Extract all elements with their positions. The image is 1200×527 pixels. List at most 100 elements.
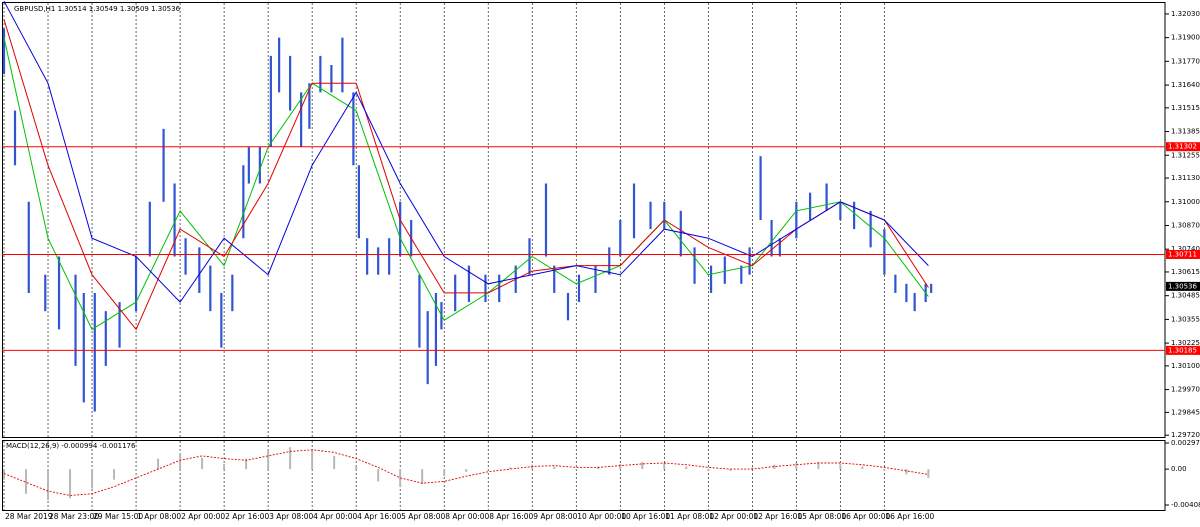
macd-bar — [443, 469, 446, 477]
level-label-box — [1166, 142, 1200, 152]
x-tick-label: 12 Apr 00:00 — [709, 512, 758, 521]
x-tick-label: 16 Apr 00:00 — [841, 512, 890, 521]
macd-bar — [267, 449, 270, 470]
y-tick-label: 1.31640 — [1171, 81, 1200, 89]
macd-bar — [47, 469, 50, 500]
macd-bar — [421, 469, 424, 485]
macd-bar — [289, 447, 292, 470]
macd-bar — [883, 469, 886, 471]
y-tick-label: 0.00 — [1171, 465, 1187, 473]
y-tick-label: 0.002972 — [1171, 439, 1200, 447]
last-price-box — [1166, 281, 1200, 291]
y-tick-label: 1.30870 — [1171, 221, 1200, 229]
x-tick-label: 15 Apr 08:00 — [797, 512, 846, 521]
x-tick-label: 4 Apr 16:00 — [357, 512, 401, 521]
x-tick-label: 28 Mar 2019 — [5, 512, 53, 521]
y-tick-label: 1.31000 — [1171, 198, 1200, 206]
level-label: 1.30185 — [1168, 346, 1197, 354]
macd-bar — [223, 463, 226, 470]
y-tick-label: 1.29720 — [1171, 431, 1200, 439]
macd-bar — [641, 462, 644, 470]
x-tick-label: 12 Apr 16:00 — [753, 512, 802, 521]
level-label: 1.31302 — [1168, 143, 1197, 151]
macd-bar — [135, 469, 138, 471]
x-tick-label: 8 Apr 16:00 — [489, 512, 533, 521]
chart-title: GBPUSD,H1 1.30514 1.30549 1.30509 1.3053… — [14, 5, 181, 13]
y-tick-label: 1.32030 — [1171, 10, 1200, 18]
x-tick-label: 4 Apr 00:00 — [313, 512, 357, 521]
x-tick-label: 2 Apr 16:00 — [225, 512, 269, 521]
y-tick-label: 1.30485 — [1171, 292, 1200, 300]
macd-bar — [245, 458, 248, 470]
macd-bar — [839, 463, 842, 470]
macd-title: MACD(12,26,9) -0.000994 -0.001176 — [6, 442, 136, 450]
macd-bar — [685, 466, 688, 470]
x-tick-label: 10 Apr 00:00 — [577, 512, 626, 521]
level-label-box — [1166, 249, 1200, 259]
macd-bar — [795, 462, 798, 470]
x-tick-label: 1 Apr 08:00 — [137, 512, 181, 521]
x-tick-label: 8 Apr 00:00 — [445, 512, 489, 521]
macd-bar — [751, 467, 754, 470]
y-tick-label: 1.29845 — [1171, 408, 1200, 416]
macd-bar — [3, 469, 5, 480]
last-price-label: 1.30536 — [1168, 282, 1197, 290]
x-tick-label: 3 Apr 08:00 — [269, 512, 313, 521]
y-tick-label: 1.31130 — [1171, 174, 1200, 182]
x-tick-label: 16 Apr 16:00 — [885, 512, 934, 521]
macd-bar — [861, 466, 864, 470]
y-tick-label: 1.31255 — [1171, 151, 1200, 159]
level-label-box — [1166, 345, 1200, 355]
macd-bar — [157, 458, 160, 470]
macd-bar — [399, 469, 402, 487]
y-tick-label: 1.30355 — [1171, 315, 1200, 323]
level-label: 1.30711 — [1168, 250, 1197, 258]
macd-bar — [377, 469, 380, 482]
moving-average — [3, 0, 929, 303]
y-tick-label: 1.30740 — [1171, 245, 1200, 253]
macd-bar — [663, 462, 666, 470]
x-tick-label: 9 Apr 08:00 — [533, 512, 577, 521]
macd-bar — [905, 469, 908, 475]
signal-line — [3, 449, 929, 496]
macd-bar — [179, 453, 182, 470]
y-tick-label: -0.004082 — [1171, 501, 1200, 509]
macd-bar — [509, 467, 512, 470]
macd-bar — [773, 464, 776, 470]
macd-bar — [927, 469, 930, 478]
macd-bar — [69, 469, 72, 499]
macd-bar — [817, 462, 820, 470]
y-tick-label: 1.30225 — [1171, 339, 1200, 347]
macd-bar — [575, 469, 578, 470]
x-tick-label: 10 Apr 16:00 — [621, 512, 670, 521]
macd-bar — [201, 457, 204, 470]
y-tick-label: 1.30100 — [1171, 362, 1200, 370]
macd-bar — [707, 469, 710, 471]
y-tick-label: 1.29970 — [1171, 386, 1200, 394]
macd-bar — [729, 469, 732, 471]
y-tick-label: 1.30615 — [1171, 268, 1200, 276]
y-tick-label: 1.31900 — [1171, 34, 1200, 42]
y-tick-label: 1.31770 — [1171, 57, 1200, 65]
macd-bar — [619, 463, 622, 470]
main-panel — [2, 2, 1166, 438]
macd-bar — [487, 469, 490, 470]
moving-average — [3, 37, 929, 331]
macd-bar — [25, 469, 28, 494]
macd-bar — [355, 465, 358, 470]
x-tick-label: 29 Mar 15:00 — [93, 512, 143, 521]
y-tick-label: 1.31385 — [1171, 128, 1200, 136]
x-tick-label: 11 Apr 08:00 — [665, 512, 714, 521]
macd-bar — [113, 469, 116, 480]
macd-bar — [553, 466, 556, 470]
macd-bar — [465, 469, 468, 472]
x-tick-label: 28 Mar 23:00 — [49, 512, 99, 521]
macd-bar — [311, 449, 314, 470]
macd-bar — [333, 455, 336, 470]
y-tick-label: 1.31515 — [1171, 104, 1200, 112]
x-tick-label: 5 Apr 08:00 — [401, 512, 445, 521]
x-tick-label: 2 Apr 00:00 — [181, 512, 225, 521]
macd-bar — [91, 469, 94, 489]
